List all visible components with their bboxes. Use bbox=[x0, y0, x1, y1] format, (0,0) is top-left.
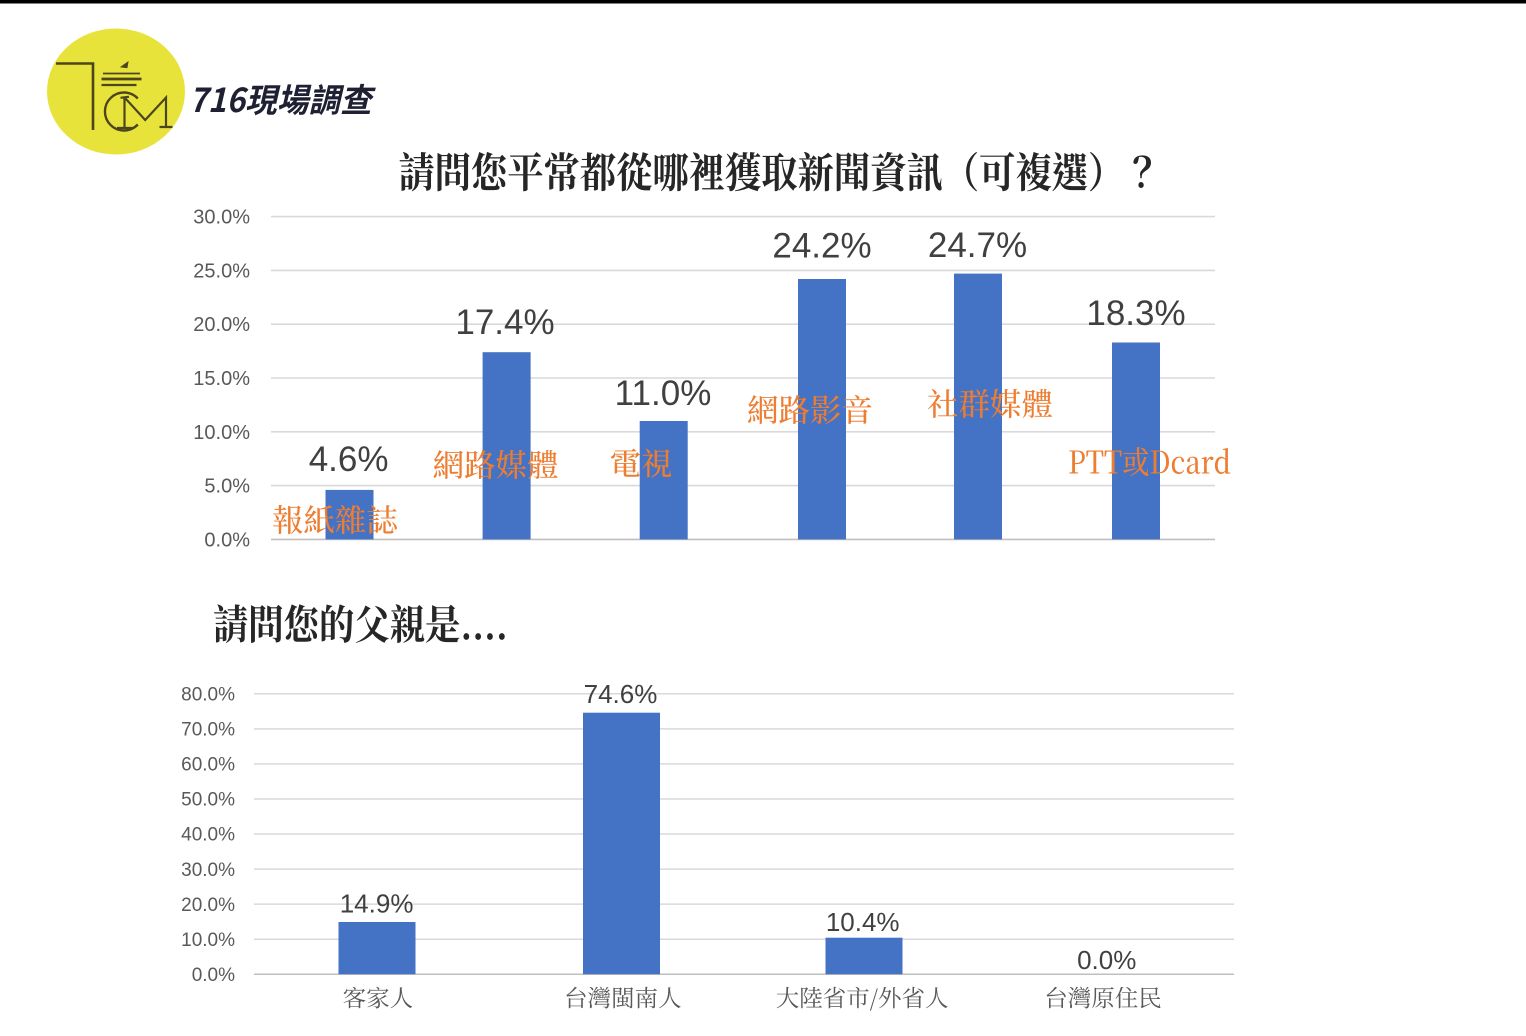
svg-text:20.0%: 20.0% bbox=[181, 895, 235, 916]
svg-text:30.0%: 30.0% bbox=[181, 860, 235, 881]
svg-text:14.9%: 14.9% bbox=[340, 889, 414, 919]
svg-text:74.6%: 74.6% bbox=[584, 679, 658, 709]
svg-text:10.4%: 10.4% bbox=[826, 907, 900, 937]
svg-text:11.0%: 11.0% bbox=[615, 374, 712, 413]
svg-text:60.0%: 60.0% bbox=[181, 755, 235, 776]
svg-text:0.0%: 0.0% bbox=[192, 965, 235, 986]
svg-text:30.0%: 30.0% bbox=[193, 207, 250, 229]
svg-text:10.0%: 10.0% bbox=[193, 422, 250, 444]
svg-text:15.0%: 15.0% bbox=[193, 368, 250, 390]
svg-text:0.0%: 0.0% bbox=[1077, 945, 1136, 975]
svg-text:18.3%: 18.3% bbox=[1086, 294, 1185, 333]
svg-text:4.6%: 4.6% bbox=[309, 440, 389, 479]
svg-text:20.0%: 20.0% bbox=[193, 314, 250, 336]
svg-text:70.0%: 70.0% bbox=[181, 720, 235, 741]
svg-text:0.0%: 0.0% bbox=[204, 529, 250, 551]
svg-text:40.0%: 40.0% bbox=[181, 825, 235, 846]
svg-text:24.2%: 24.2% bbox=[772, 227, 871, 266]
svg-text:10.0%: 10.0% bbox=[181, 930, 235, 951]
svg-text:5.0%: 5.0% bbox=[204, 476, 250, 498]
svg-text:50.0%: 50.0% bbox=[181, 790, 235, 811]
svg-text:17.4%: 17.4% bbox=[455, 303, 554, 342]
svg-text:24.7%: 24.7% bbox=[928, 226, 1027, 265]
svg-text:25.0%: 25.0% bbox=[193, 260, 250, 282]
svg-text:80.0%: 80.0% bbox=[181, 685, 235, 706]
